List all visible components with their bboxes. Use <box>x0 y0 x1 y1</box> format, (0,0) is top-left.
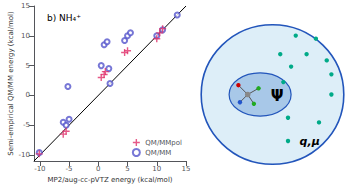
svg-text:5: 5 <box>125 165 129 173</box>
svg-text:-5: -5 <box>23 121 30 129</box>
svg-text:-5: -5 <box>66 165 73 173</box>
svg-text:QM/MMpol: QM/MMpol <box>145 139 182 147</box>
svg-text:15: 15 <box>21 2 30 10</box>
svg-text:q,μ: q,μ <box>300 135 320 148</box>
svg-text:MP2/aug-cc-pVTZ energy (kcal/m: MP2/aug-cc-pVTZ energy (kcal/mol) <box>47 176 172 184</box>
svg-text:QM/MM: QM/MM <box>145 149 171 157</box>
svg-text:Semi-empirical QM/MM energy (k: Semi-empirical QM/MM energy (kcal/mol) <box>7 11 15 156</box>
svg-text:b) NH₄⁺: b) NH₄⁺ <box>47 13 81 23</box>
svg-text:10: 10 <box>21 32 30 40</box>
svg-text:-10: -10 <box>19 151 30 159</box>
svg-text:0: 0 <box>26 91 30 99</box>
svg-text:0: 0 <box>96 165 100 173</box>
svg-text:15: 15 <box>182 165 191 173</box>
svg-text:5: 5 <box>26 62 30 70</box>
svg-text:Ψ: Ψ <box>271 87 284 105</box>
svg-text:-10: -10 <box>34 165 45 173</box>
svg-text:10: 10 <box>152 165 161 173</box>
